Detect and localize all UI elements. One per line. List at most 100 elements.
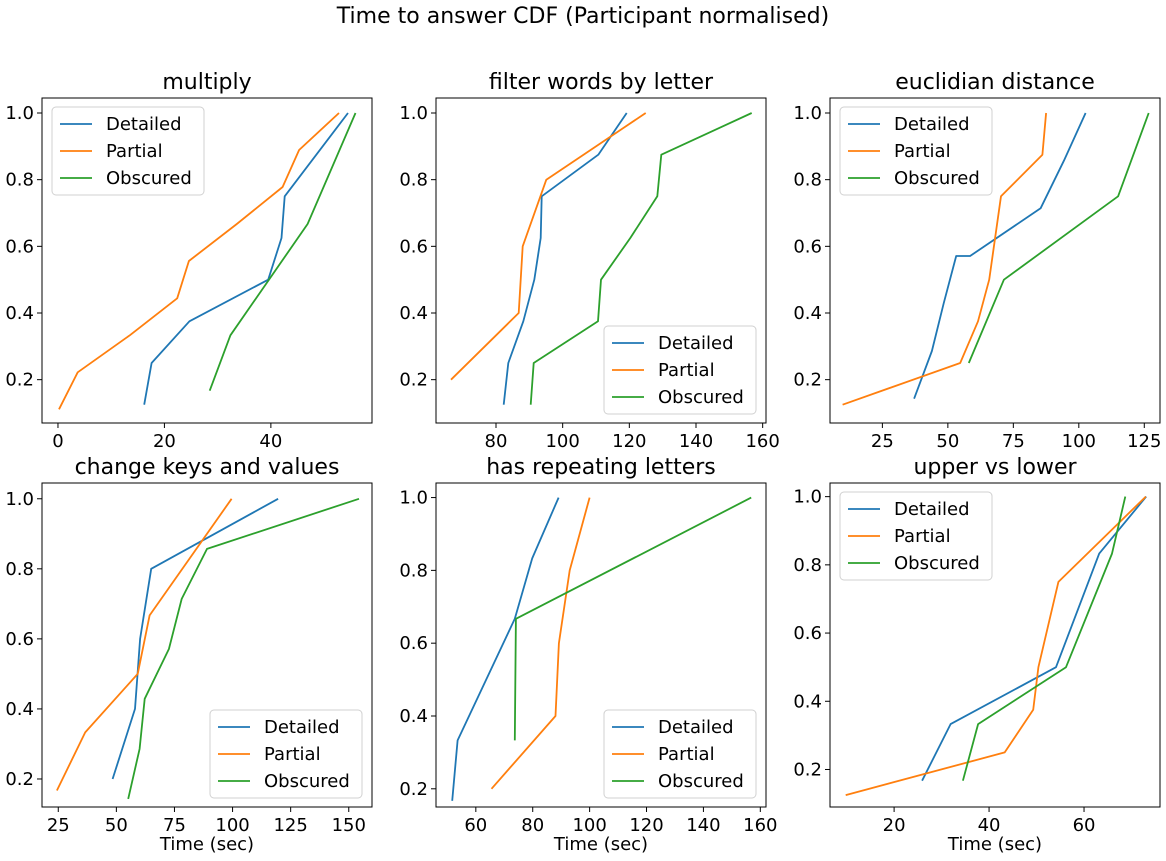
y-tick-label: 1.0 — [5, 489, 34, 510]
x-tick-label: 60 — [1073, 815, 1096, 836]
series-line-obscured — [127, 497, 360, 800]
y-tick-label: 0.2 — [399, 779, 428, 800]
legend-box — [603, 325, 757, 415]
x-tick-label: 25 — [47, 815, 70, 836]
y-tick-label: 0.8 — [5, 559, 34, 580]
subplot-title: change keys and values — [75, 455, 340, 480]
plot-frame — [41, 97, 373, 424]
x-tick-label: 0 — [52, 431, 63, 452]
subplot-5: has repeating letters 60 80 100 120 140 160 0.2… — [399, 455, 777, 855]
legend: Detailed Partial Obscured — [603, 709, 757, 799]
legend-label: Detailed — [894, 499, 970, 520]
subplot-title: upper vs lower — [913, 455, 1077, 480]
y-tick-label: 1.0 — [399, 488, 428, 509]
legend-label: Obscured — [264, 771, 350, 792]
subplot-title: multiply — [162, 70, 251, 95]
y-tick-label: 0.6 — [399, 633, 428, 654]
x-tick-label: 40 — [259, 431, 282, 452]
plot-frame — [41, 482, 373, 808]
legend-box — [209, 709, 363, 799]
series-line-partial — [450, 112, 647, 381]
y-tick-label: 0.6 — [793, 623, 822, 644]
x-tick-label: 25 — [871, 431, 894, 452]
x-tick-label: 125 — [273, 815, 307, 836]
legend-label: Partial — [894, 141, 951, 162]
x-tick-label: 125 — [1127, 431, 1161, 452]
legend-label: Detailed — [658, 717, 734, 738]
x-tick-label: 160 — [745, 431, 779, 452]
legend-label: Partial — [894, 526, 951, 547]
y-tick-label: 0.8 — [793, 170, 822, 191]
x-tick-label: 50 — [105, 815, 128, 836]
y-tick-label: 1.0 — [399, 103, 428, 124]
series-line-obscured — [208, 112, 357, 392]
x-tick-label: 40 — [978, 815, 1001, 836]
x-tick-label: 160 — [743, 815, 777, 836]
series-line-obscured — [967, 112, 1150, 364]
x-tick-label: 150 — [332, 815, 366, 836]
legend-label: Partial — [658, 744, 715, 765]
legend-box — [839, 491, 993, 581]
legend-label: Partial — [264, 744, 321, 765]
subplot-title: euclidian distance — [895, 70, 1095, 95]
series-line-detailed — [502, 112, 628, 405]
x-tick-label: 120 — [612, 431, 646, 452]
subplot-1: multiply 0 20 40 0.2 0.4 0.6 0.8 1.0 Detailed Part… — [5, 70, 373, 452]
y-tick-label: 0.4 — [5, 699, 34, 720]
series-line-partial — [842, 112, 1047, 406]
y-tick-label: 0.2 — [793, 759, 822, 780]
legend-label: Obscured — [658, 771, 744, 792]
legend-label: Partial — [106, 141, 163, 162]
series-line-detailed — [111, 498, 279, 780]
y-tick-label: 0.6 — [399, 236, 428, 257]
legend-label: Detailed — [658, 333, 734, 354]
x-tick-label: 100 — [215, 815, 249, 836]
x-axis-label: Time (sec) — [947, 834, 1042, 855]
series-line-partial — [845, 495, 1147, 796]
plot-frame — [435, 97, 767, 424]
subplot-4: change keys and values 25 50 75 100 125 150 0.2… — [5, 455, 373, 855]
x-tick-label: 80 — [521, 815, 544, 836]
legend-label: Partial — [658, 360, 715, 381]
y-tick-label: 0.4 — [399, 303, 428, 324]
y-tick-label: 0.8 — [793, 555, 822, 576]
y-tick-label: 0.6 — [5, 629, 34, 650]
subplot-title: has repeating letters — [486, 455, 716, 480]
series-line-detailed — [913, 112, 1087, 400]
y-tick-label: 0.8 — [5, 170, 34, 191]
y-tick-label: 0.4 — [399, 706, 428, 727]
y-tick-label: 0.8 — [399, 560, 428, 581]
series-line-obscured — [962, 496, 1127, 781]
legend-box — [839, 106, 993, 196]
series-line-obscured — [513, 496, 752, 741]
series-line-detailed — [451, 497, 560, 801]
legend: Detailed Partial Obscured — [603, 325, 757, 415]
legend-label: Obscured — [658, 387, 744, 408]
y-tick-label: 0.2 — [5, 370, 34, 391]
legend: Detailed Partial Obscured — [839, 106, 993, 196]
subplot-2: filter words by letter 80 100 120 140 160 0.2 0… — [399, 70, 779, 452]
x-tick-label: 140 — [679, 431, 713, 452]
legend: Detailed Partial Obscured — [51, 106, 205, 196]
series-line-obscured — [529, 112, 753, 405]
y-tick-label: 1.0 — [793, 103, 822, 124]
x-tick-label: 20 — [883, 815, 906, 836]
series-line-partial — [56, 498, 233, 791]
x-tick-label: 60 — [464, 815, 487, 836]
subplot-3: euclidian distance 25 50 75 100 125 0.2 0.4 0.6 0… — [793, 70, 1161, 452]
subplot-title: filter words by letter — [489, 70, 714, 95]
x-axis-label: Time (sec) — [159, 834, 254, 855]
series-line-partial — [490, 497, 591, 790]
legend-label: Detailed — [106, 114, 182, 135]
x-tick-label: 80 — [485, 431, 508, 452]
legend-label: Detailed — [894, 114, 970, 135]
y-tick-label: 0.4 — [5, 303, 34, 324]
figure-title: Time to answer CDF (Participant normalis… — [336, 4, 829, 29]
x-tick-label: 100 — [545, 431, 579, 452]
y-tick-label: 0.2 — [5, 769, 34, 790]
y-tick-label: 0.6 — [5, 236, 34, 257]
plot-frame — [829, 482, 1161, 808]
x-tick-label: 100 — [1062, 431, 1096, 452]
y-tick-label: 0.4 — [793, 303, 822, 324]
subplot-6: upper vs lower 20 40 60 0.2 0.4 0.6 0.8 1.0 Time … — [793, 455, 1161, 855]
